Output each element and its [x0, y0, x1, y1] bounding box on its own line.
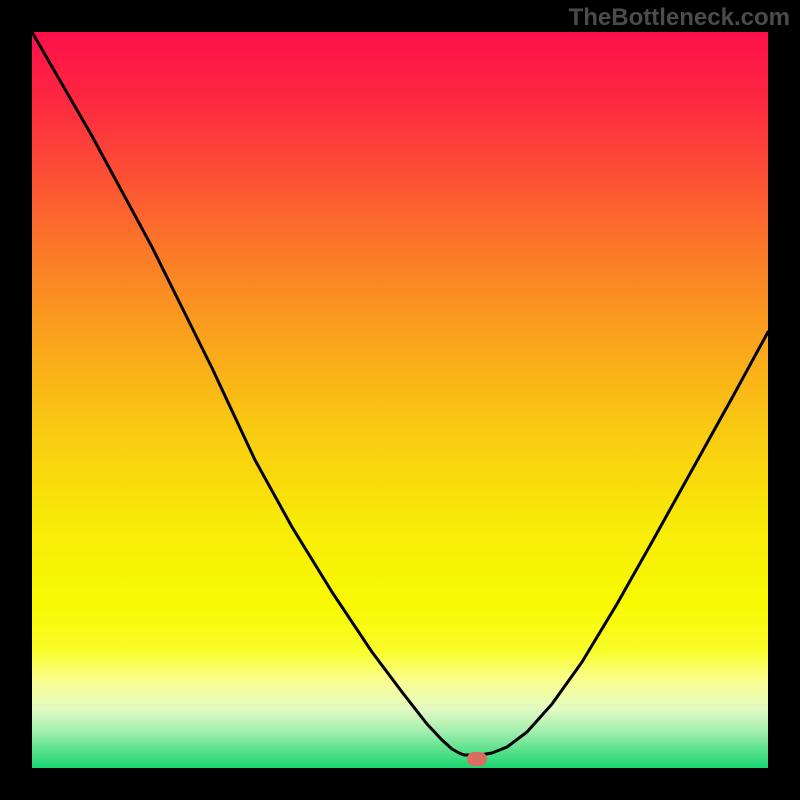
curve-path [32, 32, 768, 755]
optimum-marker [467, 752, 487, 766]
bottleneck-curve [32, 32, 768, 768]
chart-container: TheBottleneck.com [0, 0, 800, 800]
plot-area [32, 32, 768, 768]
attribution-label: TheBottleneck.com [569, 4, 790, 32]
